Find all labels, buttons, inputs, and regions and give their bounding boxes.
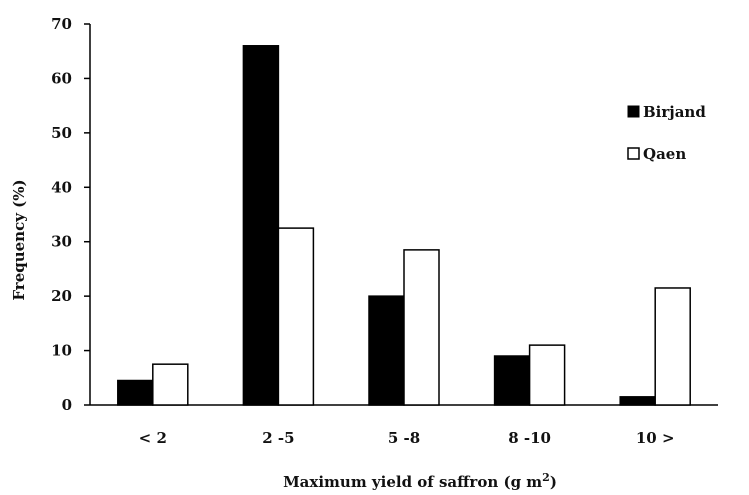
x-axis-title-end: ) bbox=[550, 473, 557, 491]
x-axis-title: Maximum yield of saffron (g m2) bbox=[283, 471, 557, 491]
legend-label-birjand: Birjand bbox=[643, 103, 706, 121]
y-tick-label: 30 bbox=[51, 233, 72, 251]
x-tick-label: 5 -8 bbox=[388, 429, 420, 447]
bar-birjand-3 bbox=[493, 355, 531, 406]
bar-qaen-0 bbox=[152, 363, 189, 406]
x-tick-label: 8 -10 bbox=[508, 429, 551, 447]
bar-qaen-2 bbox=[403, 249, 440, 406]
y-tick-label: 60 bbox=[51, 69, 72, 87]
bar-qaen-1 bbox=[277, 227, 315, 406]
x-axis-title-main: Maximum yield of saffron (g m bbox=[283, 473, 542, 491]
bar-birjand-2 bbox=[368, 295, 405, 406]
y-tick-label: 70 bbox=[51, 15, 72, 33]
legend-swatch-qaen bbox=[627, 147, 640, 160]
x-tick-label: 10 > bbox=[636, 429, 675, 447]
y-tick-label: 50 bbox=[51, 124, 72, 142]
y-axis-title: Frequency (%) bbox=[10, 179, 28, 300]
bars bbox=[117, 45, 691, 406]
bar-qaen-4 bbox=[654, 287, 691, 406]
bar-birjand-1 bbox=[242, 45, 280, 406]
x-axis-title-sup: 2 bbox=[542, 471, 550, 484]
y-tick-label: 40 bbox=[51, 178, 72, 196]
legend: Birjand Qaen bbox=[627, 103, 706, 163]
x-tick-label: < 2 bbox=[139, 429, 167, 447]
x-tick-label: 2 -5 bbox=[262, 429, 294, 447]
bar-birjand-4 bbox=[619, 396, 656, 406]
y-tick-label: 10 bbox=[51, 342, 72, 360]
bar-birjand-0 bbox=[117, 379, 154, 406]
y-tick-label: 0 bbox=[62, 396, 72, 414]
x-axis: < 2 2 -5 5 -8 8 -10 10 > bbox=[90, 404, 718, 447]
y-tick-label: 20 bbox=[51, 287, 72, 305]
y-axis: 0 10 20 30 40 50 60 70 bbox=[51, 15, 91, 414]
legend-label-qaen: Qaen bbox=[643, 145, 686, 163]
legend-swatch-birjand bbox=[627, 105, 640, 118]
bar-qaen-3 bbox=[528, 344, 566, 406]
